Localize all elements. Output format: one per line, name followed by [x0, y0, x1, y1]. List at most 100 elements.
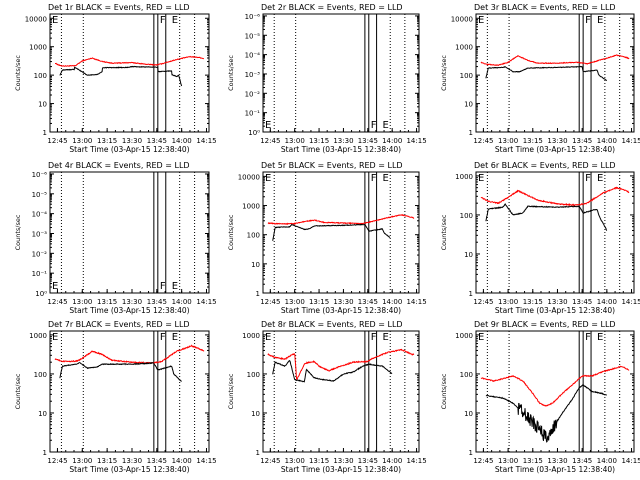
series-lld-line [480, 186, 630, 207]
panel-det-9: Det 9r BLACK = Events, RED = LLD 1 10 100 10… [440, 320, 640, 474]
x-tick-label: 13:30 [333, 137, 353, 145]
flag-label-e: E [52, 15, 58, 26]
panel-title: Det 6r BLACK = Events, RED = LLD [474, 161, 616, 170]
panel-title: Det 1r BLACK = Events, RED = LLD [48, 3, 190, 12]
flag-label-f: F [371, 120, 377, 131]
x-tick-label: 13:00 [285, 457, 305, 465]
x-axis-label: Start Time (03-Apr-15 12:38:40) [495, 306, 615, 315]
series-events-line [485, 384, 608, 443]
x-tick-label: 13:00 [72, 457, 92, 465]
y-tick-label: 10 [38, 101, 47, 109]
x-axis-label: Start Time (03-Apr-15 12:38:40) [281, 145, 401, 154]
y-tick-label: 10000 [238, 173, 260, 181]
x-tick-label: 13:30 [122, 298, 142, 306]
y-axis-label: Counts/sec [227, 373, 235, 409]
plot-frame [49, 330, 210, 453]
series-lld-line [267, 213, 415, 226]
y-tick-label: 1000 [29, 44, 47, 52]
x-tick-label: 14:00 [172, 137, 192, 145]
x-tick-label: 12:45 [47, 137, 67, 145]
flag-label-f: F [160, 281, 166, 292]
y-tick-label: 1 [43, 129, 47, 137]
x-tick-label: 13:15 [309, 457, 329, 465]
y-tick-label: 10⁻³ [245, 71, 261, 79]
flag-label-e: E [382, 120, 388, 131]
x-tick-label: 14:00 [597, 298, 617, 306]
x-tick-label: 14:00 [382, 457, 402, 465]
x-tick-label: 13:00 [285, 298, 305, 306]
flag-label-e: E [172, 15, 178, 26]
y-tick-label: 10⁻² [245, 90, 261, 98]
flag-label-e: E [597, 173, 603, 184]
y-tick-label: 1 [469, 290, 473, 298]
series-lld-line [267, 348, 415, 381]
panel-det-8: Det 8r BLACK = Events, RED = LLD 1 10 100 10… [227, 320, 427, 474]
panel-title: Det 2r BLACK = Events, RED = LLD [261, 3, 403, 12]
y-tick-label: 1000 [455, 332, 473, 340]
y-tick-label: 10⁻¹ [32, 270, 48, 278]
series-lld-line [480, 54, 630, 66]
y-axis-label: Counts/sec [14, 55, 22, 91]
x-tick-label: 13:00 [498, 137, 518, 145]
y-tick-label: 100 [247, 232, 260, 240]
y-tick-label: 10 [251, 410, 260, 418]
flag-label-e: E [172, 332, 178, 343]
y-axis-label: Counts/sec [440, 55, 448, 91]
x-tick-label: 13:30 [547, 457, 567, 465]
y-tick-label: 100 [247, 371, 260, 379]
y-tick-label: 10⁻³ [32, 230, 48, 238]
y-tick-label: 1000 [29, 332, 47, 340]
x-tick-label: 13:15 [523, 298, 543, 306]
x-tick-label: 12:45 [47, 457, 67, 465]
x-tick-label: 12:45 [260, 298, 280, 306]
series-events-line [59, 361, 182, 382]
flag-label-e: E [478, 332, 484, 343]
panel-title: Det 4r BLACK = Events, RED = LLD [48, 161, 190, 170]
x-axis-label: Start Time (03-Apr-15 12:38:40) [69, 306, 189, 315]
flag-label-e: E [597, 15, 603, 26]
x-axis-label: Start Time (03-Apr-15 12:38:40) [69, 145, 189, 154]
x-tick-label: 13:15 [97, 298, 117, 306]
x-tick-label: 14:15 [196, 137, 216, 145]
y-tick-label: 1 [469, 449, 473, 457]
x-tick-label: 13:15 [309, 137, 329, 145]
x-tick-label: 14:15 [621, 457, 640, 465]
x-tick-label: 14:15 [406, 457, 426, 465]
x-tick-label: 13:30 [333, 457, 353, 465]
x-axis-label: Start Time (03-Apr-15 12:38:40) [495, 465, 615, 474]
x-tick-label: 12:45 [260, 137, 280, 145]
y-tick-label: 1000 [455, 173, 473, 181]
x-tick-label: 13:30 [122, 137, 142, 145]
y-tick-label: 10⁻⁶ [245, 13, 261, 21]
y-tick-label: 1000 [242, 203, 260, 211]
x-tick-label: 13:15 [523, 457, 543, 465]
y-tick-label: 100 [460, 72, 473, 80]
x-tick-label: 13:30 [547, 137, 567, 145]
flag-label-e: E [172, 281, 178, 292]
x-tick-label: 13:45 [147, 298, 167, 306]
panel-det-3: Det 3r BLACK = Events, RED = LLD 1 10 100 10… [440, 3, 640, 154]
x-tick-label: 14:00 [597, 137, 617, 145]
flag-label-e: E [478, 173, 484, 184]
series-lld-line [480, 365, 630, 407]
series-events-line [272, 359, 393, 383]
x-axis-label: Start Time (03-Apr-15 12:38:40) [495, 145, 615, 154]
flag-label-e: E [382, 173, 388, 184]
panel-title: Det 8r BLACK = Events, RED = LLD [261, 320, 403, 329]
panel-title: Det 9r BLACK = Events, RED = LLD [474, 320, 616, 329]
panel-title: Det 5r BLACK = Events, RED = LLD [261, 161, 403, 170]
panel-det-5: Det 5r BLACK = Events, RED = LLD 1 10 100 10… [227, 161, 427, 315]
x-tick-label: 13:45 [572, 137, 592, 145]
y-tick-label: 10⁻⁴ [245, 52, 261, 60]
flag-label-e: E [382, 332, 388, 343]
flag-label-e: E [52, 281, 58, 292]
x-axis-label: Start Time (03-Apr-15 12:38:40) [281, 306, 401, 315]
x-tick-label: 13:45 [358, 298, 378, 306]
y-tick-label: 10 [464, 410, 473, 418]
y-tick-label: 100 [460, 212, 473, 220]
x-tick-label: 14:15 [621, 137, 640, 145]
series-events-line [485, 65, 608, 82]
x-tick-label: 13:15 [97, 457, 117, 465]
y-tick-label: 10⁻⁴ [32, 211, 48, 219]
y-tick-label: 10 [464, 101, 473, 109]
